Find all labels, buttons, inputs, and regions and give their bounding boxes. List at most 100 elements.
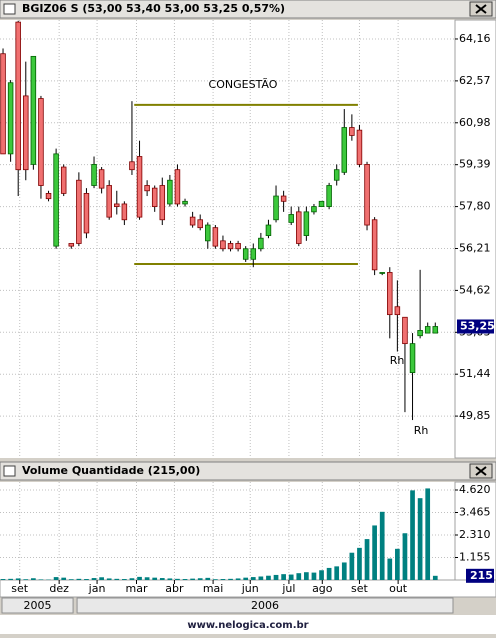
candle-body [403, 317, 408, 343]
y-tick-label: 4.620 [459, 483, 491, 496]
y-tick-label: 51,44 [459, 367, 491, 380]
y-tick-label: 60,98 [459, 116, 491, 129]
volume-bar [107, 578, 112, 580]
candle-body [296, 212, 301, 244]
candle-body [365, 164, 370, 225]
volume-bar [175, 579, 180, 580]
x-tick-label: abr [165, 582, 184, 595]
volume-bar [99, 577, 104, 580]
volume-bar [84, 579, 89, 580]
volume-bar [198, 578, 203, 580]
candle-body [69, 243, 74, 246]
volume-bar [168, 578, 173, 580]
volume-bar [403, 533, 408, 580]
candle-body [259, 238, 264, 249]
candle-body [289, 214, 294, 222]
volume-bar [183, 579, 188, 580]
volume-bar [319, 570, 324, 580]
candle-body [84, 193, 89, 233]
volume-bar [327, 568, 332, 580]
volume-bar [418, 498, 423, 580]
candle-body [319, 201, 324, 206]
candle-body [46, 193, 51, 198]
footer-link[interactable]: www.nelogica.com.br [187, 620, 308, 631]
x-tick-label: mar [126, 582, 148, 595]
y-tick-label: 2.310 [459, 528, 491, 541]
x-tick-label: ago [312, 582, 333, 595]
volume-bar [357, 548, 362, 580]
volume-bar [54, 577, 59, 580]
x-tick-label: set [351, 582, 368, 595]
candle-body [312, 207, 317, 212]
volume-bar [304, 572, 309, 580]
y-tick-label: 49,85 [459, 409, 491, 422]
volume-bar [16, 578, 21, 580]
candle-body [433, 326, 438, 333]
y-tick-label: 59,39 [459, 158, 491, 171]
candle-body [175, 170, 180, 204]
volume-bar [433, 576, 438, 580]
candle-body [122, 204, 127, 220]
volume-bar [122, 579, 127, 580]
x-tick-label: jan [88, 582, 106, 595]
candle-body [107, 186, 112, 218]
candle-body [8, 83, 13, 154]
volume-bar [160, 578, 165, 580]
window-icon [4, 466, 15, 476]
volume-bar [243, 578, 248, 580]
volume-bar [236, 578, 241, 580]
volume-bar [342, 562, 347, 580]
candle-body [190, 217, 195, 225]
candle-body [61, 167, 66, 193]
volume-title: Volume Quantidade (215,00) [22, 464, 200, 477]
candle-body [152, 188, 157, 206]
candle-body [281, 196, 286, 201]
year-label: 2005 [24, 599, 52, 612]
candle-body [1, 54, 6, 154]
volume-bar [190, 579, 195, 580]
volume-bar [213, 579, 218, 580]
candle-body [243, 249, 248, 260]
candle-body [31, 56, 36, 164]
candle-body [395, 307, 400, 315]
candle-body [183, 201, 188, 204]
candle-body [425, 326, 430, 333]
y-tick-label: 57,80 [459, 200, 491, 213]
volume-bar [259, 576, 264, 580]
candle-body [266, 225, 271, 236]
volume-bar [266, 576, 271, 580]
candle-body [387, 272, 392, 314]
volume-bar [31, 578, 36, 580]
candle-body [380, 272, 385, 273]
x-tick-label: out [389, 582, 408, 595]
volume-bar [372, 525, 377, 580]
y-tick-label: 3.465 [459, 505, 491, 518]
volume-bar [8, 579, 13, 580]
x-tick-label: set [11, 582, 28, 595]
volume-bar [312, 573, 317, 580]
candle-body [205, 225, 210, 241]
candle-body [342, 128, 347, 173]
candle-body [251, 249, 256, 260]
volume-bar [92, 578, 97, 580]
candle-body [228, 243, 233, 248]
x-tick-label: dez [49, 582, 69, 595]
volume-bar [334, 566, 339, 580]
volume-bar [152, 578, 157, 580]
candle-body [236, 243, 241, 248]
volume-bar [289, 575, 294, 580]
volume-bar [1, 579, 6, 580]
candle-body [145, 186, 150, 191]
y-tick-label: 62,57 [459, 74, 491, 87]
volume-bar [281, 574, 286, 580]
candle-body [54, 154, 59, 246]
candle-body [168, 180, 173, 204]
year-label: 2006 [251, 599, 279, 612]
volume-bar [61, 578, 66, 580]
candle-body [372, 220, 377, 270]
y-tick-label: 64,16 [459, 32, 491, 45]
candle-body [39, 99, 44, 186]
candle-body [23, 96, 28, 170]
volume-bar [228, 579, 233, 580]
candle-body [274, 196, 279, 220]
